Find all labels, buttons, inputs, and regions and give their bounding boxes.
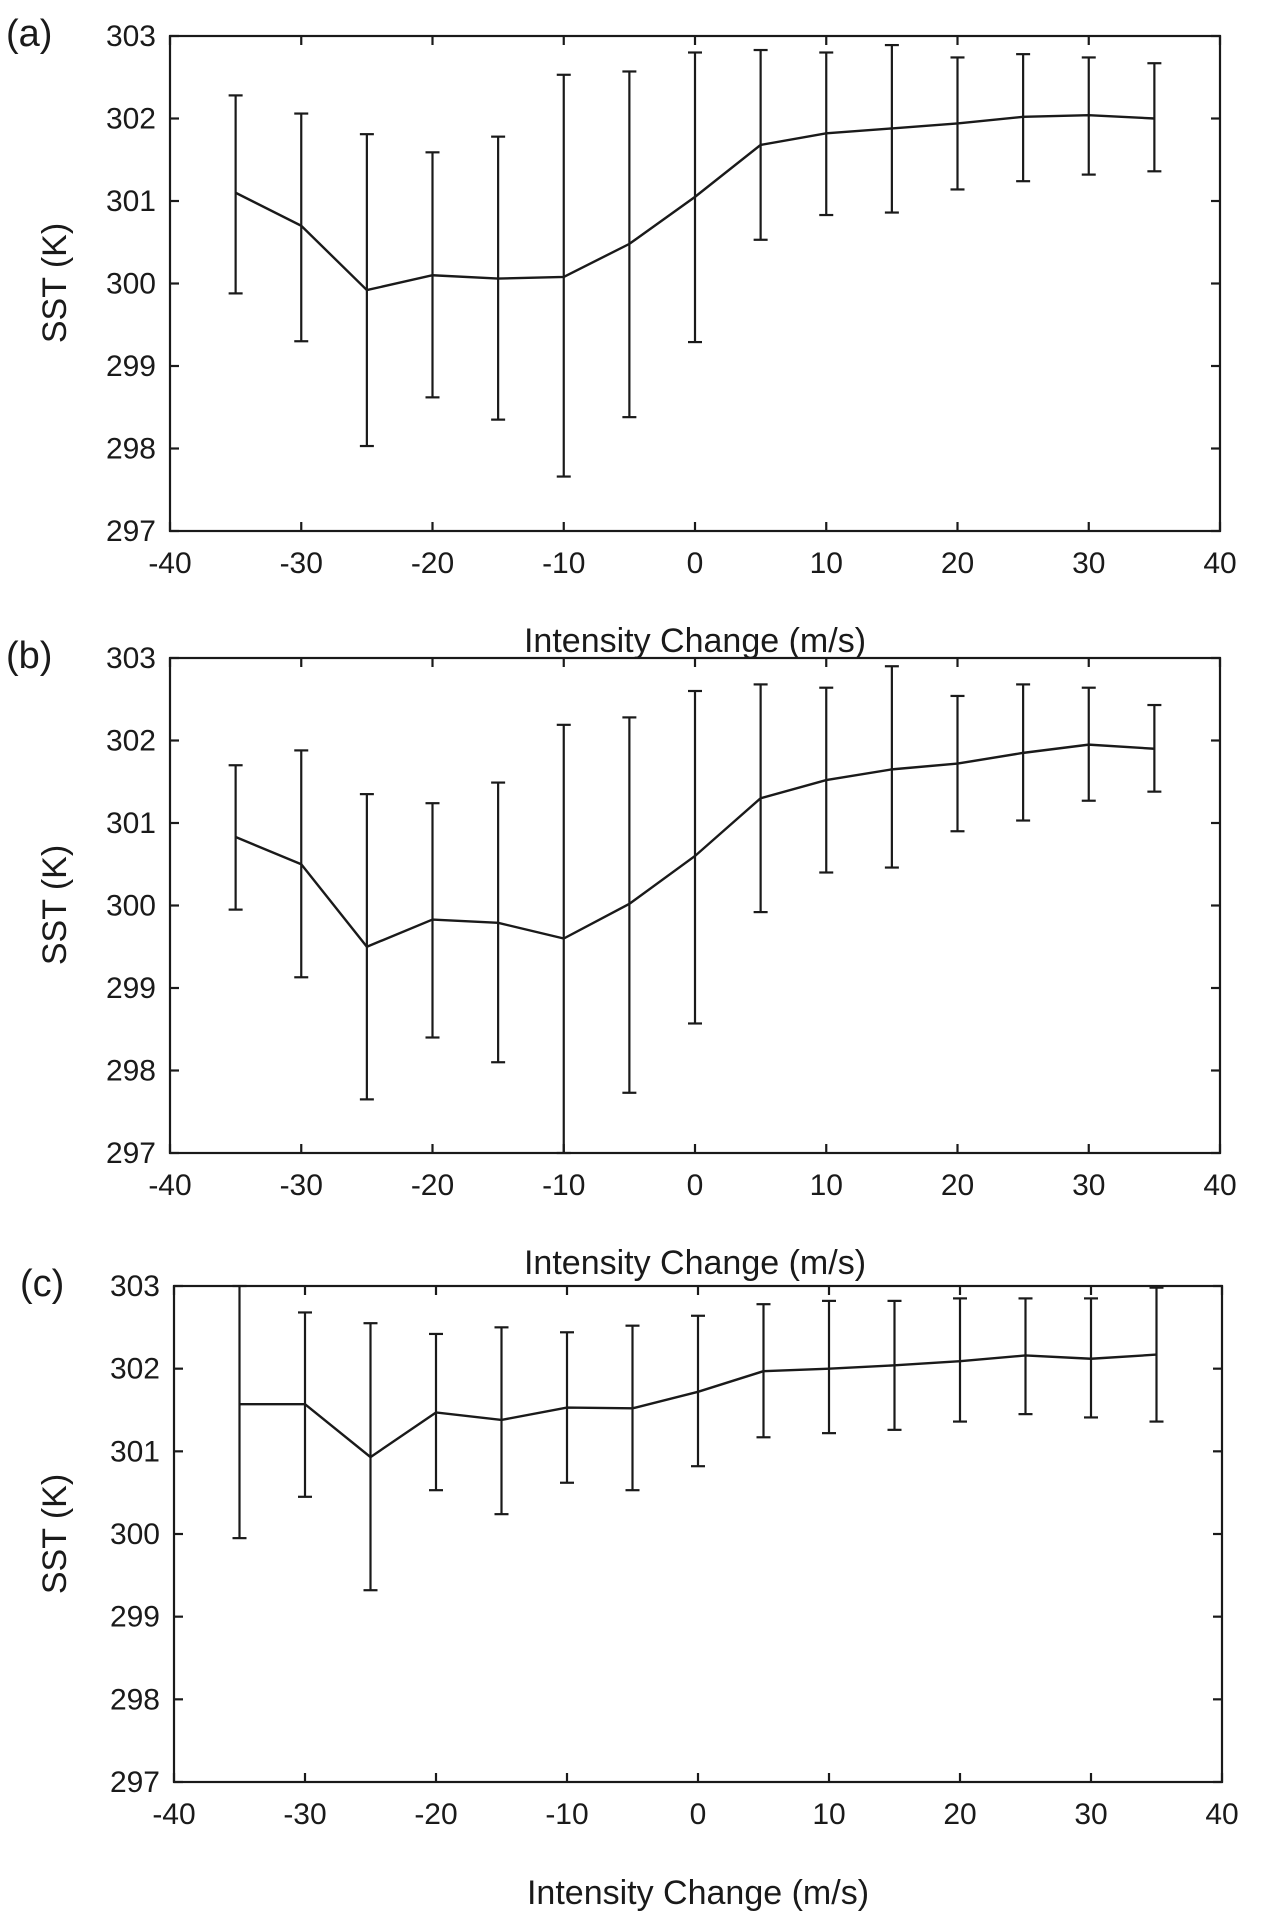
y-tick-label: 301 [106, 807, 156, 840]
x-tick-label: -30 [283, 1798, 326, 1831]
y-axis-label: SST (K) [36, 223, 74, 343]
x-tick-label: 20 [941, 1169, 974, 1202]
x-axis-label: Intensity Change (m/s) [524, 622, 866, 660]
y-axis-label: SST (K) [36, 845, 74, 965]
x-tick-label: 20 [943, 1798, 976, 1831]
panel-b: (b) SST (K) Intensity Change (m/s) -40 -3… [6, 635, 1237, 1282]
y-tick-label: 297 [110, 1766, 160, 1799]
x-tick-label: -40 [148, 1169, 191, 1202]
panel-label: (a) [6, 13, 52, 55]
x-tick-label: 10 [810, 1169, 843, 1202]
panel-a: (a) SST (K) Intensity Change (m/s) -40 -3… [6, 13, 1237, 660]
x-tick-label: 30 [1072, 1169, 1105, 1202]
y-tick-label: 301 [106, 185, 156, 218]
y-tick-label: 298 [110, 1683, 160, 1716]
x-tick-label: -40 [152, 1798, 195, 1831]
panel-label: (c) [20, 1263, 64, 1305]
x-tick-label: -10 [542, 1169, 585, 1202]
x-tick-label: 40 [1205, 1798, 1238, 1831]
x-tick-label: 10 [810, 547, 843, 580]
y-tick-label: 298 [106, 1055, 156, 1088]
x-tick-label: 30 [1074, 1798, 1107, 1831]
y-tick-label: 298 [106, 433, 156, 466]
y-tick-label: 297 [106, 515, 156, 548]
x-tick-label: 40 [1203, 1169, 1236, 1202]
x-tick-label: -10 [542, 547, 585, 580]
y-tick-label: 299 [106, 350, 156, 383]
x-axis-label: Intensity Change (m/s) [527, 1874, 869, 1912]
x-tick-label: -20 [411, 547, 454, 580]
y-tick-label: 301 [110, 1435, 160, 1468]
x-tick-label: -40 [148, 547, 191, 580]
x-tick-label: 0 [687, 547, 704, 580]
x-tick-label: 40 [1203, 547, 1236, 580]
x-tick-label: -10 [545, 1798, 588, 1831]
panel-label: (b) [6, 635, 52, 677]
y-tick-label: 299 [110, 1601, 160, 1634]
x-tick-label: 20 [941, 547, 974, 580]
y-tick-label: 302 [110, 1353, 160, 1386]
x-tick-label: 10 [812, 1798, 845, 1831]
y-tick-label: 300 [106, 268, 156, 301]
panel-c: (c) SST (K) Intensity Change (m/s) -40 -3… [20, 1263, 1239, 1912]
y-tick-label: 300 [110, 1518, 160, 1551]
x-tick-label: 0 [690, 1798, 707, 1831]
x-tick-label: -20 [414, 1798, 457, 1831]
y-tick-label: 299 [106, 972, 156, 1005]
y-tick-label: 302 [106, 725, 156, 758]
x-tick-label: 30 [1072, 547, 1105, 580]
x-tick-label: -30 [280, 547, 323, 580]
y-tick-label: 297 [106, 1137, 156, 1170]
y-tick-label: 303 [106, 20, 156, 53]
x-axis-label: Intensity Change (m/s) [524, 1244, 866, 1282]
y-tick-label: 303 [110, 1270, 160, 1303]
x-tick-label: -20 [411, 1169, 454, 1202]
y-axis-label: SST (K) [36, 1474, 74, 1594]
x-tick-label: 0 [687, 1169, 704, 1202]
y-tick-label: 302 [106, 103, 156, 136]
x-tick-label: -30 [280, 1169, 323, 1202]
y-tick-label: 300 [106, 890, 156, 923]
y-tick-label: 303 [106, 642, 156, 675]
